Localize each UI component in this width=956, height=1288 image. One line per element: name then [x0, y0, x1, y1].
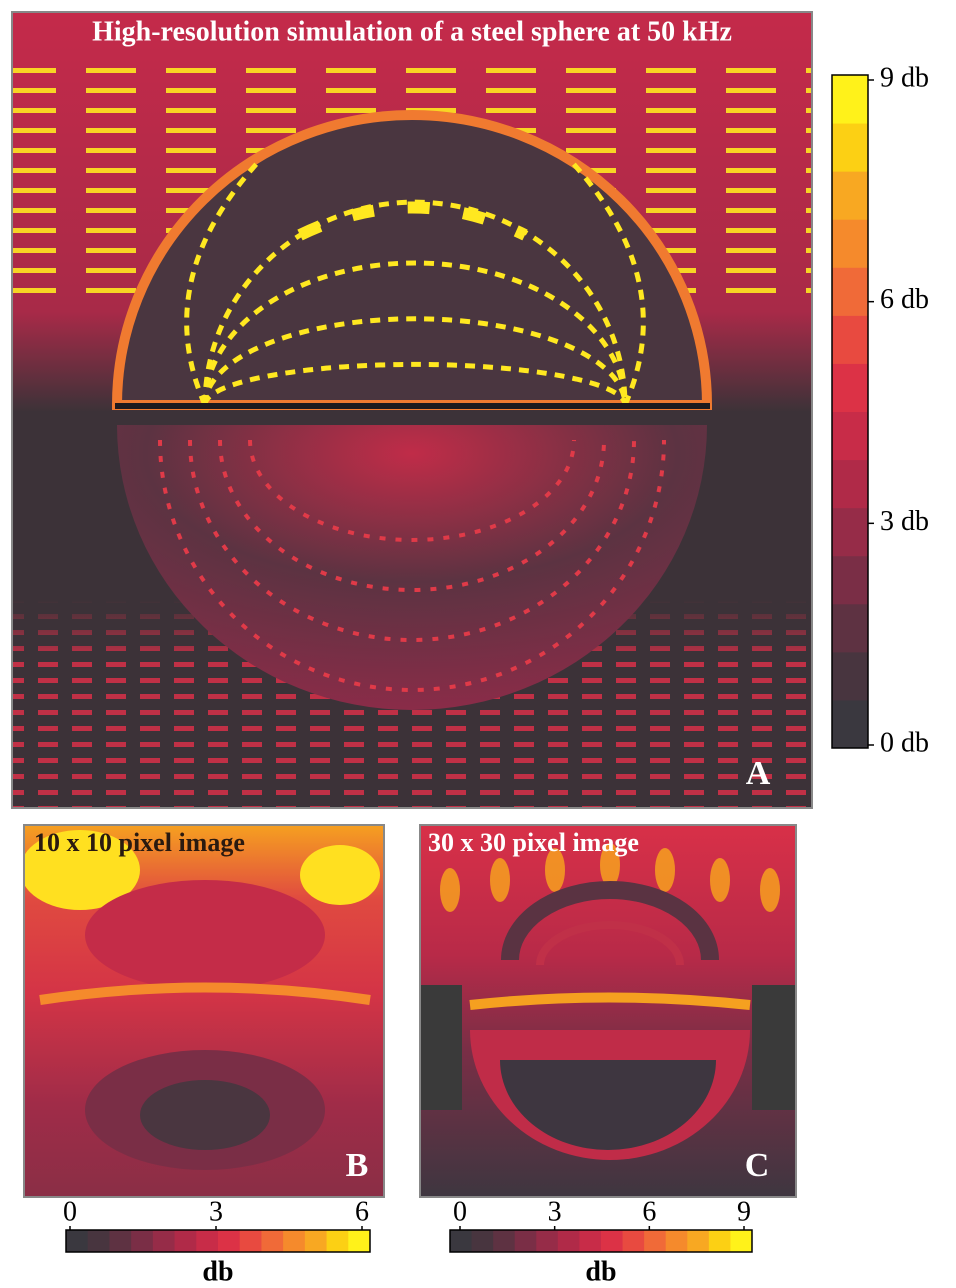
colorbar-label: db — [202, 1256, 233, 1287]
colorbar-band — [153, 1230, 175, 1252]
colorbar-band — [283, 1230, 305, 1252]
colorbar-band — [832, 171, 868, 220]
colorbar-tick-label: 6 — [355, 1196, 369, 1227]
colorbar-band — [472, 1230, 494, 1252]
colorbar-band — [832, 700, 868, 749]
colorbar-tick-label: 9 db — [880, 62, 929, 93]
colorbar-band — [832, 315, 868, 364]
colorbar-band — [832, 75, 868, 124]
colorbar-band — [240, 1230, 262, 1252]
colorbar-band — [218, 1230, 240, 1252]
colorbar-band — [601, 1230, 623, 1252]
colorbar-band — [832, 508, 868, 557]
colorbar-band — [832, 219, 868, 268]
colorbar-band — [515, 1230, 537, 1252]
colorbar-tick-label: 0 — [453, 1196, 467, 1227]
colorbar-band — [305, 1230, 327, 1252]
panel-title: 10 x 10 pixel image — [34, 828, 245, 857]
colorbar-band — [832, 556, 868, 605]
colorbar-band — [109, 1230, 131, 1252]
panel-b-image: 10 x 10 pixel image B — [20, 825, 384, 1197]
colorbar-band — [450, 1230, 472, 1252]
colorbar-band — [832, 412, 868, 461]
colorbar-band — [644, 1230, 666, 1252]
colorbar-band — [832, 123, 868, 172]
colorbar-band — [832, 460, 868, 509]
panel-label: C — [745, 1147, 770, 1184]
colorbar-band — [730, 1230, 752, 1252]
colorbar-band — [131, 1230, 153, 1252]
figure: High-resolution simulation of a steel sp… — [0, 0, 956, 1288]
colorbar-band — [832, 604, 868, 653]
colorbar-band — [687, 1230, 709, 1252]
colorbar-tick-label: 3 — [209, 1196, 223, 1227]
colorbar-band — [66, 1230, 88, 1252]
colorbar-band — [536, 1230, 558, 1252]
colorbar-band — [558, 1230, 580, 1252]
colorbar-band — [832, 652, 868, 701]
colorbar-band — [327, 1230, 349, 1252]
colorbar-band — [493, 1230, 515, 1252]
colorbar-tick-label: 3 db — [880, 506, 929, 537]
colorbar-tick-label: 6 db — [880, 284, 929, 315]
colorbar-tick-label: 9 — [737, 1196, 751, 1227]
colorbar-label: db — [585, 1256, 616, 1287]
panel-a-image: High-resolution simulation of a steel sp… — [12, 12, 812, 808]
colorbar-band — [196, 1230, 218, 1252]
colorbar-band — [88, 1230, 110, 1252]
colorbar-tick-label: 3 — [548, 1196, 562, 1227]
panel-label: B — [346, 1147, 369, 1184]
colorbar-band — [832, 363, 868, 412]
panel-title: High-resolution simulation of a steel sp… — [92, 16, 732, 47]
colorbar-band — [709, 1230, 731, 1252]
panel-label: A — [746, 755, 771, 792]
colorbar-band — [175, 1230, 197, 1252]
colorbar-band — [666, 1230, 688, 1252]
colorbar-band — [623, 1230, 645, 1252]
colorbar-band — [348, 1230, 370, 1252]
panel-title: 30 x 30 pixel image — [428, 828, 639, 857]
colorbar-tick-label: 0 — [63, 1196, 77, 1227]
panel-c-image: 30 x 30 pixel image C — [420, 825, 796, 1197]
colorbar-tick-label: 0 db — [880, 727, 929, 758]
colorbar-tick-label: 6 — [642, 1196, 656, 1227]
colorbar-band — [261, 1230, 283, 1252]
colorbar-band — [832, 267, 868, 316]
colorbar-band — [579, 1230, 601, 1252]
